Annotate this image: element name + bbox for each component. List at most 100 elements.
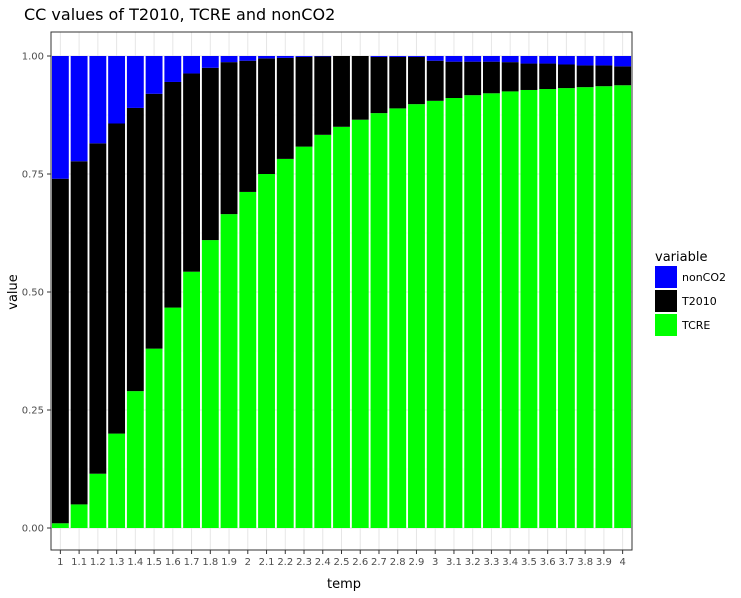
bar-tcre-2.5 <box>333 126 350 529</box>
y-tick-label: 0.50 <box>22 288 44 299</box>
y-axis-title: value <box>6 274 21 310</box>
x-tick-label: 2.1 <box>259 557 275 568</box>
bar-t2010-2.8 <box>389 56 407 109</box>
legend-label-t2010: T2010 <box>681 295 717 308</box>
bar-t2010-4 <box>614 66 632 86</box>
bar-tcre-3 <box>426 100 444 528</box>
bar-t2010-1.3 <box>108 123 126 434</box>
bar-t2010-1.2 <box>89 143 107 474</box>
bar-nonco2-3.8 <box>576 56 594 66</box>
x-tick-label: 3.7 <box>558 557 574 568</box>
x-tick-label: 3.8 <box>577 557 593 568</box>
bar-nonco2-1 <box>51 56 69 179</box>
bar-nonco2-1.4 <box>126 56 144 108</box>
legend-title: variable <box>655 250 707 265</box>
bar-tcre-1.6 <box>164 307 182 528</box>
bar-nonco2-3.9 <box>595 56 613 66</box>
x-tick-label: 2.9 <box>409 557 425 568</box>
bar-tcre-1.3 <box>108 433 126 528</box>
x-tick-label: 1.5 <box>146 557 162 568</box>
bar-tcre-1.8 <box>201 240 219 528</box>
legend-key-nonco2 <box>655 266 677 288</box>
bar-nonco2-3.7 <box>557 56 575 65</box>
x-tick-label: 2.3 <box>296 557 312 568</box>
x-tick-label: 4 <box>619 557 625 568</box>
bar-nonco2-1.1 <box>70 56 88 162</box>
bar-t2010-3.6 <box>539 63 557 90</box>
legend-key-t2010 <box>655 290 677 312</box>
bar-nonco2-3.5 <box>520 56 538 64</box>
bar-t2010-1.9 <box>220 62 238 215</box>
bar-nonco2-4 <box>614 56 632 67</box>
bar-tcre-3.4 <box>501 91 519 529</box>
x-tick-label: 2.6 <box>352 557 368 568</box>
bar-nonco2-2.9 <box>408 56 425 57</box>
bar-nonco2-3.3 <box>483 56 500 62</box>
bar-t2010-1 <box>51 178 69 524</box>
bar-t2010-1.8 <box>201 67 219 241</box>
x-tick-label: 3.1 <box>446 557 462 568</box>
bar-tcre-2.1 <box>258 174 275 528</box>
bar-tcre-3.6 <box>539 89 557 528</box>
bar-t2010-3.8 <box>576 65 594 88</box>
bar-t2010-3.2 <box>464 61 482 96</box>
x-tick-label: 1.1 <box>71 557 87 568</box>
bar-tcre-2.3 <box>295 146 313 528</box>
bar-tcre-3.7 <box>557 88 575 528</box>
bar-tcre-2.9 <box>408 104 425 529</box>
legend: variable nonCO2 T2010 TCRE <box>655 250 726 336</box>
bar-tcre-1.5 <box>145 348 163 528</box>
x-tick-label: 1.3 <box>109 557 125 568</box>
bar-t2010-3.3 <box>483 61 500 94</box>
x-tick-label: 3 <box>432 557 438 568</box>
bar-nonco2-2.3 <box>295 56 313 57</box>
y-tick-label: 0.00 <box>22 524 44 535</box>
bar-nonco2-3.4 <box>501 56 519 63</box>
x-axis-title: temp <box>327 577 361 592</box>
x-tick-label: 1.6 <box>165 557 181 568</box>
bar-tcre-2.4 <box>314 134 332 528</box>
chart-title: CC values of T2010, TCRE and nonCO2 <box>24 5 335 24</box>
bar-tcre-1.7 <box>183 271 200 528</box>
bar-nonco2-3.6 <box>539 56 557 64</box>
legend-label-tcre: TCRE <box>681 319 710 332</box>
x-tick-label: 3.3 <box>483 557 499 568</box>
x-tick-label: 1.9 <box>221 557 237 568</box>
bar-tcre-1.4 <box>126 391 144 528</box>
x-tick-label: 3.5 <box>521 557 537 568</box>
bar-t2010-3.4 <box>501 62 519 92</box>
bar-nonco2-2.1 <box>258 56 275 59</box>
x-tick-label: 1.4 <box>127 557 143 568</box>
bar-tcre-3.8 <box>576 87 594 528</box>
legend-label-nonco2: nonCO2 <box>682 271 726 284</box>
panel-border <box>50 31 633 551</box>
bar-t2010-2.6 <box>351 56 369 120</box>
bar-tcre-1.9 <box>220 214 238 528</box>
bar-nonco2-1.9 <box>220 56 238 63</box>
y-axis: 0.00 0.25 0.50 0.75 1.00 <box>22 52 51 535</box>
bar-t2010-3.5 <box>520 63 538 90</box>
y-tick-label: 0.75 <box>22 170 44 181</box>
bar-nonco2-3 <box>426 56 444 61</box>
bar-tcre-3.5 <box>520 89 538 528</box>
bar-t2010-2.2 <box>276 57 294 159</box>
bar-t2010-3.1 <box>445 61 463 99</box>
y-tick-label: 0.25 <box>22 406 44 417</box>
bar-tcre-4 <box>614 85 632 528</box>
bar-nonco2-1.6 <box>164 56 182 82</box>
bar-tcre-3.1 <box>445 98 463 529</box>
bar-nonco2-2.2 <box>276 56 294 58</box>
bar-nonco2-1.2 <box>89 56 107 144</box>
legend-key-tcre <box>655 314 677 336</box>
bar-tcre-2.7 <box>370 113 388 528</box>
bar-nonco2-2 <box>239 56 257 61</box>
x-tick-label: 2.7 <box>371 557 387 568</box>
bar-nonco2-1.8 <box>201 56 219 68</box>
bar-t2010-1.1 <box>70 161 88 505</box>
x-tick-label: 3.4 <box>502 557 518 568</box>
x-tick-label: 3.6 <box>540 557 556 568</box>
bar-nonco2-2.7 <box>370 56 388 57</box>
bar-t2010-2.9 <box>408 56 425 105</box>
x-tick-label: 2.2 <box>277 557 293 568</box>
